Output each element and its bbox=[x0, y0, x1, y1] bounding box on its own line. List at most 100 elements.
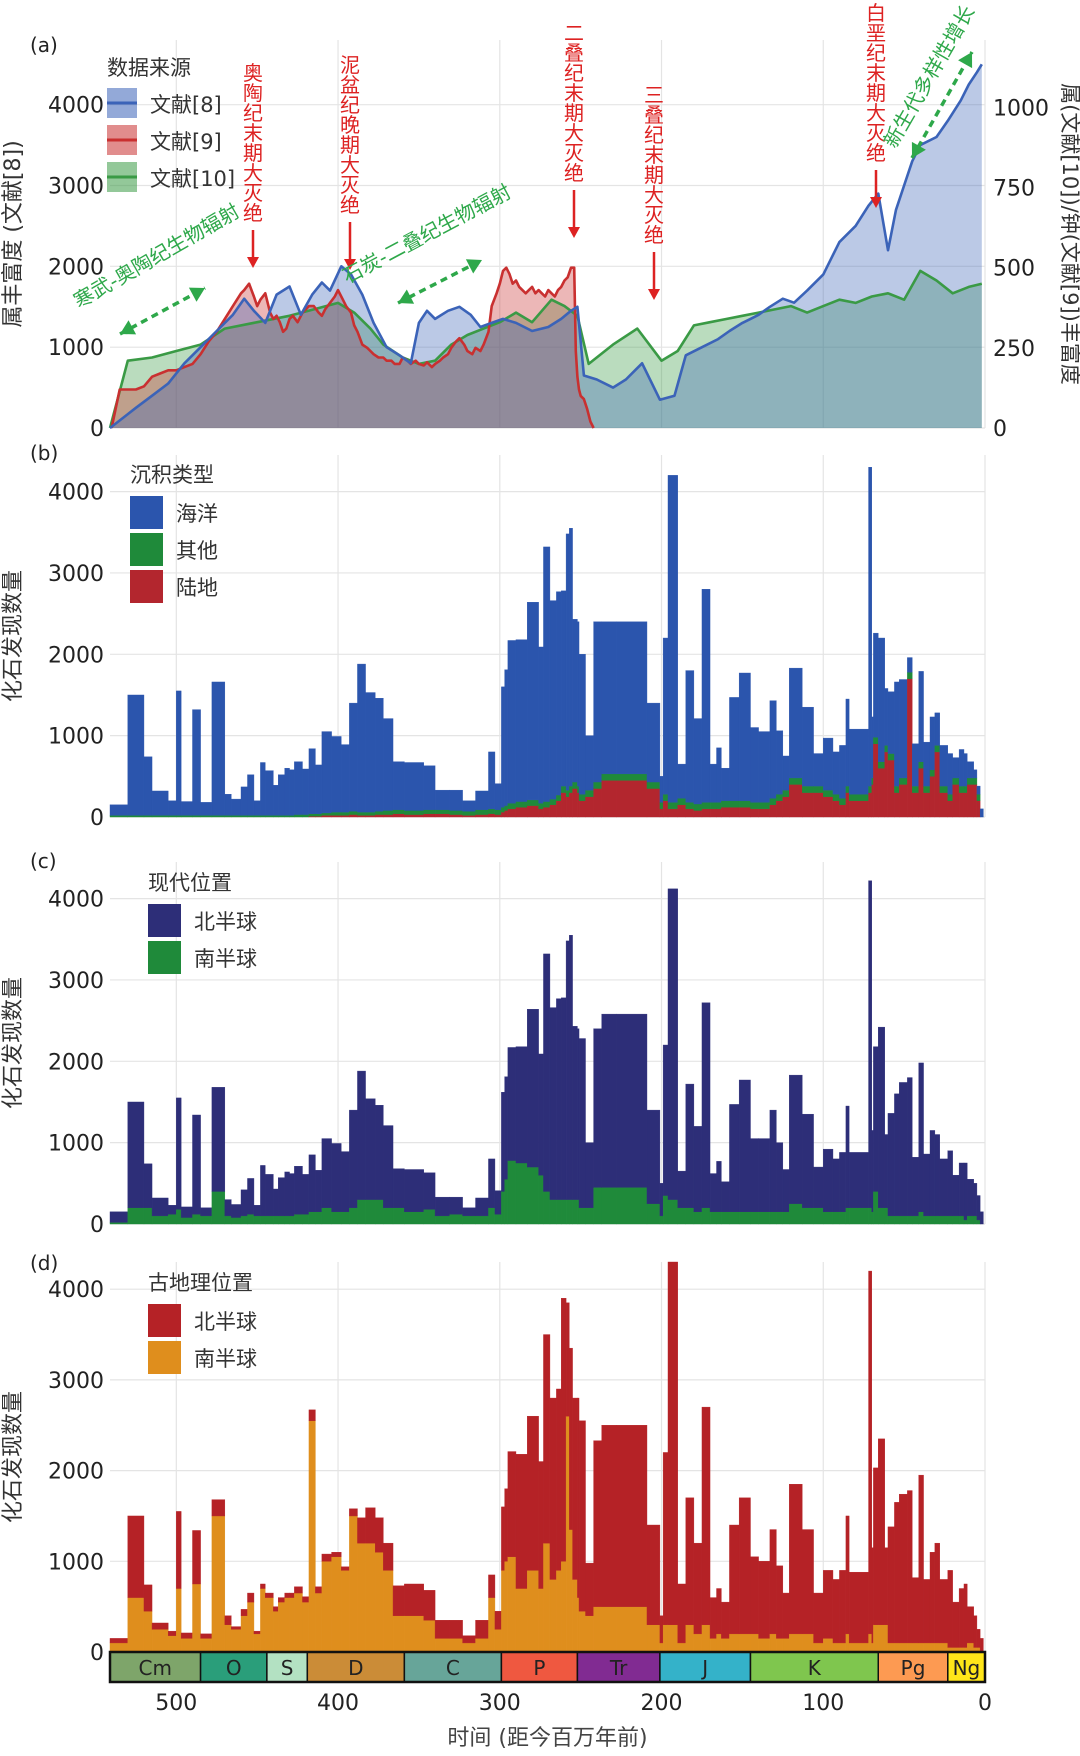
bar-marine bbox=[693, 718, 703, 805]
bar-terrestrial bbox=[449, 814, 463, 818]
bar-south-paleo bbox=[127, 1597, 145, 1653]
bar-north-modern bbox=[240, 1189, 248, 1217]
bar-marine bbox=[109, 804, 128, 816]
bar-north-modern bbox=[958, 1162, 965, 1217]
bar-south-modern bbox=[601, 1187, 617, 1225]
bar-south-modern bbox=[231, 1217, 242, 1225]
bar-south-modern bbox=[253, 1215, 261, 1225]
bar-other bbox=[321, 812, 332, 816]
bar-south-paleo bbox=[294, 1592, 303, 1653]
bar-north-paleo bbox=[769, 1529, 777, 1635]
bar-north-modern bbox=[538, 1053, 544, 1176]
bar-north-paleo bbox=[289, 1592, 295, 1598]
bar-south-modern bbox=[302, 1214, 310, 1225]
bar-north-modern bbox=[894, 1093, 900, 1217]
bar-terrestrial bbox=[475, 814, 489, 818]
bar-south-modern bbox=[659, 1215, 664, 1225]
bar-other bbox=[449, 810, 463, 815]
double-arrow-icon bbox=[958, 52, 973, 69]
double-arrow-icon bbox=[398, 289, 415, 304]
bar-north-modern bbox=[939, 1158, 949, 1217]
bar-marine bbox=[357, 663, 366, 813]
bar-terrestrial bbox=[952, 784, 960, 818]
bar-south-paleo bbox=[578, 1610, 586, 1653]
bar-terrestrial bbox=[549, 804, 557, 818]
bar-terrestrial bbox=[716, 808, 722, 818]
panel-label: (a) bbox=[30, 33, 58, 57]
bar-marine bbox=[392, 761, 405, 810]
bar-terrestrial bbox=[958, 792, 965, 818]
bar-marine bbox=[823, 737, 834, 791]
bar-north-modern bbox=[899, 1082, 908, 1217]
bar-north-paleo bbox=[721, 1601, 730, 1639]
bar-south-modern bbox=[845, 1207, 850, 1225]
bar-marine bbox=[168, 800, 177, 816]
bar-marine bbox=[934, 712, 940, 746]
bar-north-modern bbox=[556, 998, 562, 1200]
legend-label: 其他 bbox=[176, 539, 218, 563]
bar-marine bbox=[750, 727, 759, 803]
bar-terrestrial bbox=[845, 792, 850, 818]
bar-marine bbox=[918, 671, 924, 762]
series-line-ref8 bbox=[109, 63, 983, 430]
bar-other bbox=[180, 815, 193, 818]
bar-south-modern bbox=[577, 1199, 580, 1225]
bar-north-modern bbox=[423, 1172, 436, 1210]
bar-north-paleo bbox=[716, 1588, 722, 1635]
bar-south-modern bbox=[677, 1207, 686, 1225]
bar-terrestrial bbox=[565, 796, 570, 818]
bar-marine bbox=[782, 755, 790, 791]
bar-south-modern bbox=[878, 1207, 885, 1225]
bar-north-paleo bbox=[685, 1497, 695, 1625]
bar-north-paleo bbox=[253, 1630, 261, 1635]
bar-terrestrial bbox=[899, 784, 908, 818]
bar-north-modern bbox=[973, 1183, 978, 1217]
bar-other bbox=[976, 794, 981, 801]
bar-north-paleo bbox=[260, 1583, 266, 1589]
bar-other bbox=[507, 802, 517, 810]
bar-marine bbox=[973, 769, 978, 779]
bar-north-modern bbox=[823, 1148, 834, 1213]
bar-south-paleo bbox=[569, 1529, 573, 1653]
bar-terrestrial bbox=[527, 805, 539, 818]
extinction-label: 三叠纪末期大灭绝 bbox=[644, 83, 664, 247]
bar-south-paleo bbox=[709, 1638, 717, 1653]
bar-other bbox=[294, 814, 303, 818]
bar-north-modern bbox=[758, 1138, 771, 1212]
bar-north-modern bbox=[947, 1150, 953, 1217]
bar-south-modern bbox=[284, 1215, 290, 1225]
bar-north-modern bbox=[289, 1173, 295, 1217]
bar-south-paleo bbox=[616, 1606, 648, 1653]
bar-north-modern bbox=[462, 1207, 476, 1217]
bar-other bbox=[561, 785, 567, 793]
bar-marine bbox=[543, 546, 551, 802]
bar-south-paleo bbox=[527, 1570, 539, 1653]
y-tick-label: 3000 bbox=[48, 969, 104, 994]
bar-south-modern bbox=[750, 1211, 759, 1225]
bar-marine bbox=[758, 731, 771, 803]
bar-south-paleo bbox=[813, 1642, 824, 1653]
bar-north-modern bbox=[507, 1047, 517, 1161]
bar-south-modern bbox=[549, 1199, 557, 1225]
legend-swatch bbox=[130, 570, 163, 603]
bar-terrestrial bbox=[963, 792, 968, 818]
bar-terrestrial bbox=[659, 808, 664, 818]
bar-other bbox=[693, 803, 703, 811]
bar-other bbox=[789, 777, 803, 785]
bar-marine bbox=[871, 716, 874, 779]
bar-north-paleo bbox=[392, 1585, 405, 1616]
bar-marine bbox=[868, 467, 872, 787]
bar-other bbox=[273, 815, 279, 818]
legend-label: 海洋 bbox=[176, 502, 218, 526]
bar-south-paleo bbox=[273, 1610, 279, 1653]
bar-south-modern bbox=[211, 1191, 226, 1225]
bar-south-modern bbox=[143, 1207, 153, 1225]
bar-marine bbox=[321, 731, 332, 814]
bar-north-modern bbox=[593, 1028, 602, 1188]
bar-other bbox=[887, 753, 895, 761]
bar-north-modern bbox=[315, 1170, 323, 1213]
bar-marine bbox=[278, 774, 285, 816]
bar-marine bbox=[556, 591, 562, 796]
